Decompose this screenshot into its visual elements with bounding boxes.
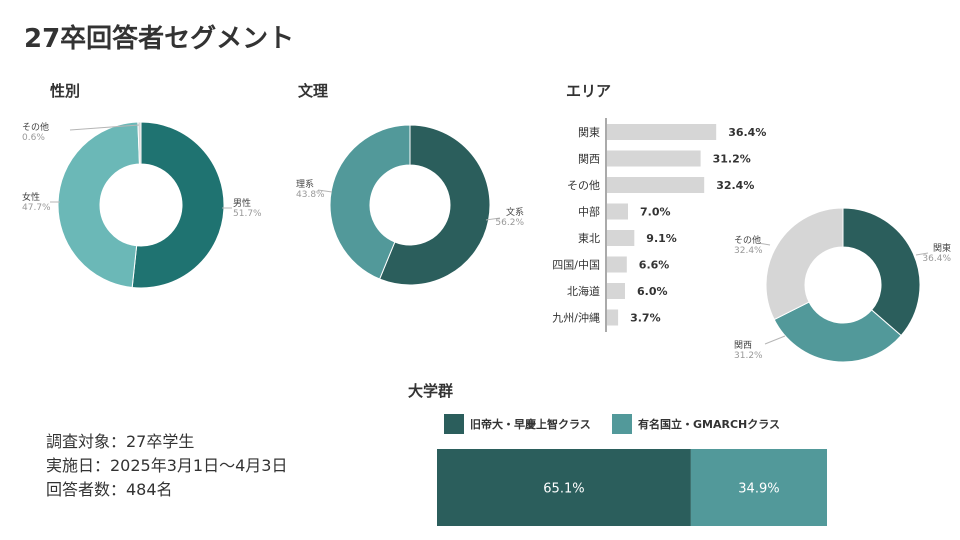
area-value-label-2: 32.4%: [716, 179, 754, 192]
area-donut-slice-value-2: 32.4%: [734, 246, 763, 256]
area-category-label-5: 四国/中国: [552, 259, 600, 272]
area-category-label-6: 北海道: [567, 284, 600, 298]
area-donut-slice-0: [842, 207, 921, 337]
area-donut-leader-2: [757, 242, 771, 246]
field-slice-label-1: 理系: [296, 179, 314, 190]
area-bar-7: [607, 309, 619, 326]
gender-leader-2: [69, 124, 140, 131]
area-bar-2: [607, 177, 705, 193]
area-donut-slice-value-1: 31.2%: [734, 351, 763, 361]
university-legend-label-1: 有名国立・GMARCHクラス: [638, 417, 780, 431]
area-donut-leader-1: [764, 335, 786, 345]
area-value-label-6: 6.0%: [637, 285, 668, 298]
gender-slice-value-1: 47.7%: [22, 203, 51, 213]
field-slice-1: [329, 124, 411, 280]
area-category-label-4: 東北: [578, 232, 600, 245]
area-category-label-0: 関東: [578, 126, 600, 139]
area-donut-slice-label-0: 関東: [933, 242, 951, 254]
gender-slice-label-2: その他: [22, 121, 49, 133]
area-bar-3: [607, 203, 628, 220]
field-slice-value-0: 56.2%: [495, 218, 524, 228]
area-value-label-5: 6.6%: [639, 259, 670, 272]
area-category-label-7: 九州/沖縄: [552, 311, 600, 325]
university-bar-segment-0: [437, 449, 691, 526]
area-category-label-3: 中部: [578, 205, 600, 219]
university-legend-label-0: 旧帝大・早慶上智クラス: [470, 417, 591, 431]
area-value-label-7: 3.7%: [630, 312, 661, 325]
survey-target: 調査対象：27卒学生: [46, 432, 195, 451]
area-bar-6: [607, 283, 625, 299]
area-category-label-2: その他: [567, 179, 600, 192]
area-donut-slice-1: [773, 301, 902, 363]
university-bar-value-1: 34.9%: [738, 482, 779, 497]
area-value-label-1: 31.2%: [713, 153, 751, 166]
gender-slice-2: [137, 121, 142, 165]
gender-slice-0: [131, 121, 225, 289]
area-bar-5: [607, 256, 627, 273]
university-legend-swatch-1: [612, 414, 632, 434]
area-value-label-4: 9.1%: [646, 232, 677, 245]
page-title: 27卒回答者セグメント: [24, 24, 295, 54]
area-bar-4: [607, 230, 635, 246]
gender-slice-label-1: 女性: [22, 191, 40, 203]
gender-slice-value-0: 51.7%: [233, 209, 262, 219]
gender-slice-label-0: 男性: [233, 197, 251, 209]
field-slice-value-1: 43.8%: [296, 190, 325, 200]
survey-date: 実施日：2025年3月1日〜4月3日: [46, 456, 288, 475]
area-bar-1: [607, 150, 701, 167]
survey-info: 調査対象：27卒学生 実施日：2025年3月1日〜4月3日 回答者数：484名: [46, 430, 287, 502]
survey-respondents: 回答者数：484名: [46, 480, 173, 499]
field-chart-title: 文理: [298, 82, 329, 100]
university-chart-title: 大学群: [408, 382, 454, 400]
university-legend-swatch-0: [444, 414, 464, 434]
area-chart-title: エリア: [566, 82, 612, 100]
area-donut-slice-label-1: 関西: [734, 340, 752, 351]
area-donut-slice-2: [765, 207, 844, 321]
area-value-label-0: 36.4%: [728, 126, 766, 139]
gender-slice-value-2: 0.6%: [22, 133, 45, 143]
field-slice-0: [378, 124, 491, 286]
gender-chart-title: 性別: [50, 82, 81, 100]
field-slice-label-0: 文系: [506, 206, 524, 218]
area-bar-0: [607, 124, 717, 140]
field-leader-0: [485, 217, 501, 221]
field-leader-1: [317, 189, 333, 193]
university-bar-value-0: 65.1%: [543, 482, 584, 497]
gender-slice-1: [57, 121, 140, 289]
area-donut-leader-0: [915, 252, 929, 256]
area-donut-slice-label-2: その他: [734, 234, 761, 246]
area-donut-slice-value-0: 36.4%: [922, 254, 951, 264]
university-bar-segment-1: [690, 449, 827, 526]
area-category-label-1: 関西: [578, 153, 600, 166]
area-value-label-3: 7.0%: [640, 206, 671, 219]
